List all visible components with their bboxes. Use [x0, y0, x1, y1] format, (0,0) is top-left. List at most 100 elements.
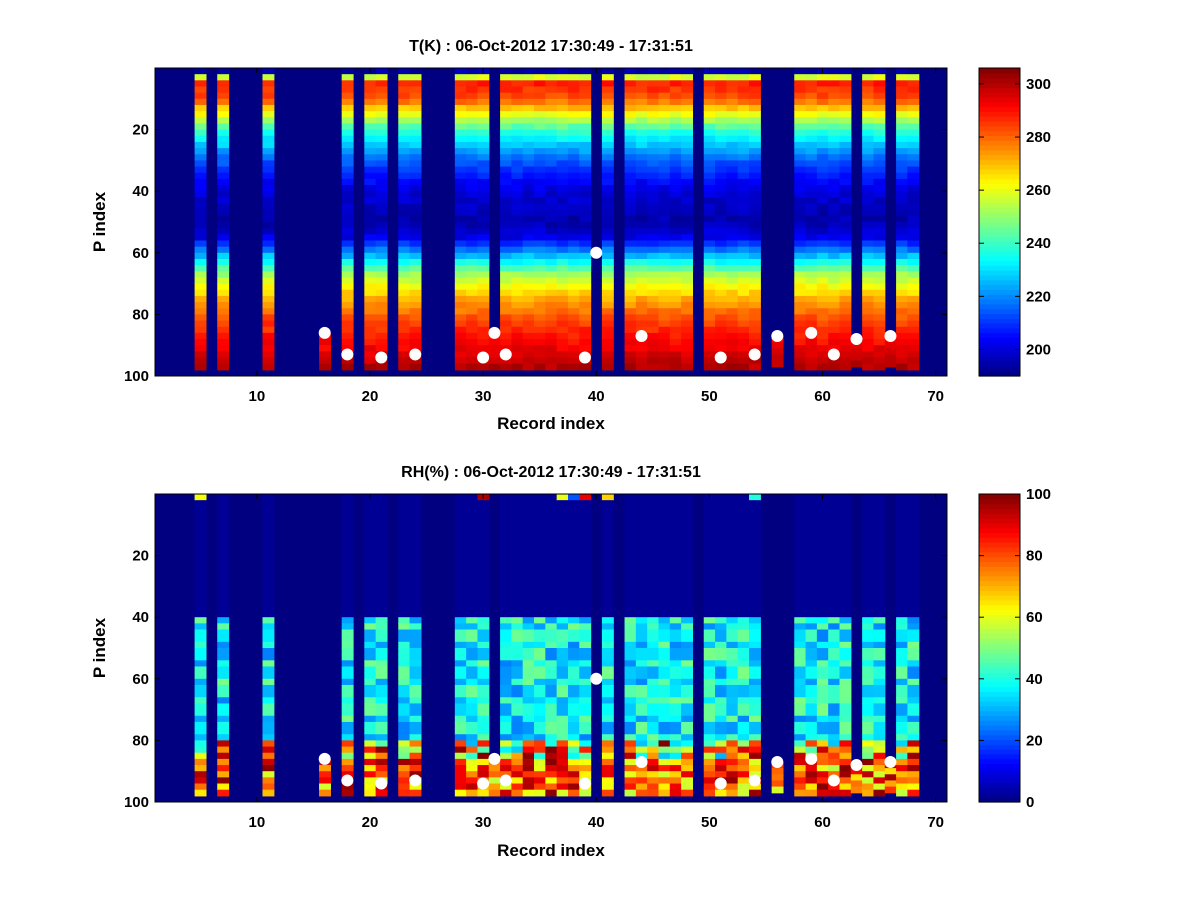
y-tick-label: 20: [132, 548, 149, 565]
heatmap-cell: [715, 185, 727, 192]
heatmap-cell: [454, 265, 467, 272]
heatmap-cell: [556, 537, 569, 544]
heatmap-cell: [873, 117, 886, 125]
heatmap-cell: [703, 74, 716, 81]
heatmap-cell: [364, 197, 377, 205]
heatmap-cell: [409, 678, 422, 686]
heatmap-cell: [601, 197, 614, 205]
heatmap-cell: [545, 672, 558, 680]
heatmap-cell: [805, 135, 818, 143]
heatmap-cell: [647, 160, 660, 168]
heatmap-cell: [466, 561, 479, 569]
heatmap-cell: [454, 339, 467, 346]
heatmap-cell: [364, 709, 377, 717]
colorbar-segment: [979, 318, 1020, 324]
heatmap-cell: [511, 74, 524, 81]
heatmap-cell: [839, 197, 852, 205]
heatmap-cell: [839, 246, 852, 254]
heatmap-cell: [556, 697, 569, 705]
heatmap-cell: [635, 530, 648, 538]
heatmap-cell: [715, 617, 727, 624]
heatmap-cell: [749, 295, 761, 303]
heatmap-cell: [726, 215, 739, 223]
heatmap-cell: [703, 666, 716, 674]
x-tick-label: 40: [588, 388, 605, 405]
heatmap-cell: [477, 734, 490, 741]
heatmap-cell: [873, 518, 886, 526]
heatmap-cell: [828, 678, 841, 686]
heatmap-cell: [873, 549, 886, 557]
colorbar-segment: [979, 763, 1020, 769]
heatmap-cell: [737, 494, 750, 501]
heatmap-cell: [896, 574, 908, 581]
heatmap-cell: [466, 740, 479, 748]
heatmap-cell: [375, 678, 388, 686]
heatmap-cell: [862, 758, 875, 766]
heatmap-cell: [556, 111, 569, 118]
heatmap-cell: [398, 326, 411, 334]
heatmap-cell: [567, 191, 580, 198]
heatmap-cell: [703, 703, 716, 711]
heatmap-cell: [624, 68, 637, 75]
heatmap-cell: [217, 104, 230, 112]
heatmap-cell: [635, 678, 648, 686]
heatmap-cell: [511, 357, 524, 365]
heatmap-cell: [839, 654, 852, 661]
heatmap-cell: [839, 604, 852, 612]
heatmap-cell: [794, 265, 807, 272]
heatmap-cell: [545, 604, 558, 612]
heatmap-cell: [217, 734, 230, 741]
heatmap-cell: [375, 320, 388, 328]
heatmap-cell: [669, 635, 682, 643]
heatmap-cell: [726, 308, 739, 315]
heatmap-cell: [658, 74, 671, 81]
heatmap-cell: [726, 512, 739, 520]
heatmap-cell: [466, 567, 479, 575]
heatmap-cell: [805, 197, 818, 205]
heatmap-cell: [545, 289, 558, 297]
heatmap-cell: [534, 185, 546, 192]
heatmap-cell: [262, 697, 275, 705]
heatmap-cell: [454, 672, 467, 680]
heatmap-cell: [341, 611, 354, 618]
heatmap-cell: [500, 512, 512, 520]
heatmap-cell: [477, 574, 490, 581]
heatmap-cell: [534, 567, 546, 575]
heatmap-cell: [217, 765, 230, 772]
heatmap-cell: [454, 709, 467, 717]
heatmap-cell: [828, 506, 841, 514]
heatmap-cell: [749, 92, 761, 100]
heatmap-cell: [477, 74, 490, 81]
heatmap-cell: [500, 740, 512, 748]
heatmap-cell: [522, 74, 535, 81]
heatmap-cell: [658, 265, 671, 272]
heatmap-cell: [567, 512, 580, 520]
heatmap-cell: [500, 295, 512, 303]
heatmap-cell: [217, 567, 230, 575]
heatmap-cell: [522, 228, 535, 235]
heatmap-cell: [681, 752, 694, 760]
heatmap-cell: [726, 351, 739, 359]
heatmap-cell: [839, 678, 852, 686]
heatmap-cell: [341, 641, 354, 649]
heatmap-cell: [522, 68, 535, 75]
heatmap-cell: [737, 363, 750, 371]
heatmap-cell: [703, 697, 716, 705]
heatmap-cell: [715, 728, 727, 735]
heatmap-cell: [545, 721, 558, 729]
heatmap-cell: [794, 92, 807, 100]
heatmap-cell: [658, 98, 671, 106]
heatmap-cell: [262, 500, 275, 507]
heatmap-cell: [477, 703, 490, 711]
heatmap-cell: [703, 506, 716, 514]
heatmap-cell: [749, 197, 761, 205]
heatmap-cell: [873, 530, 886, 538]
x-tick-label: 30: [475, 388, 492, 405]
heatmap-cell: [534, 228, 546, 235]
heatmap-cell: [828, 203, 841, 211]
heatmap-cell: [635, 191, 648, 198]
heatmap-cell: [703, 351, 716, 359]
heatmap-cell: [737, 771, 750, 778]
heatmap-cell: [828, 74, 841, 81]
heatmap-cell: [681, 265, 694, 272]
